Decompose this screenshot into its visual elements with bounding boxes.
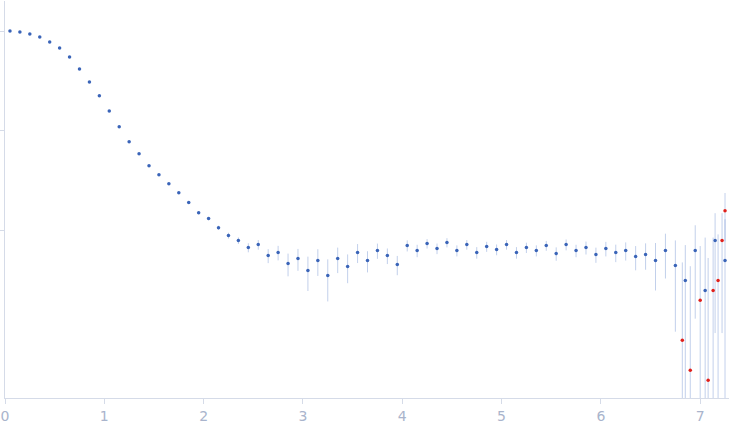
svg-text:4: 4 — [398, 408, 407, 424]
svg-text:2: 2 — [199, 408, 208, 424]
svg-text:1: 1 — [100, 408, 109, 424]
svg-text:3: 3 — [298, 408, 307, 424]
svg-text:0: 0 — [1, 408, 10, 424]
svg-text:6: 6 — [596, 408, 605, 424]
svg-text:7: 7 — [696, 408, 705, 424]
svg-text:5: 5 — [497, 408, 506, 424]
